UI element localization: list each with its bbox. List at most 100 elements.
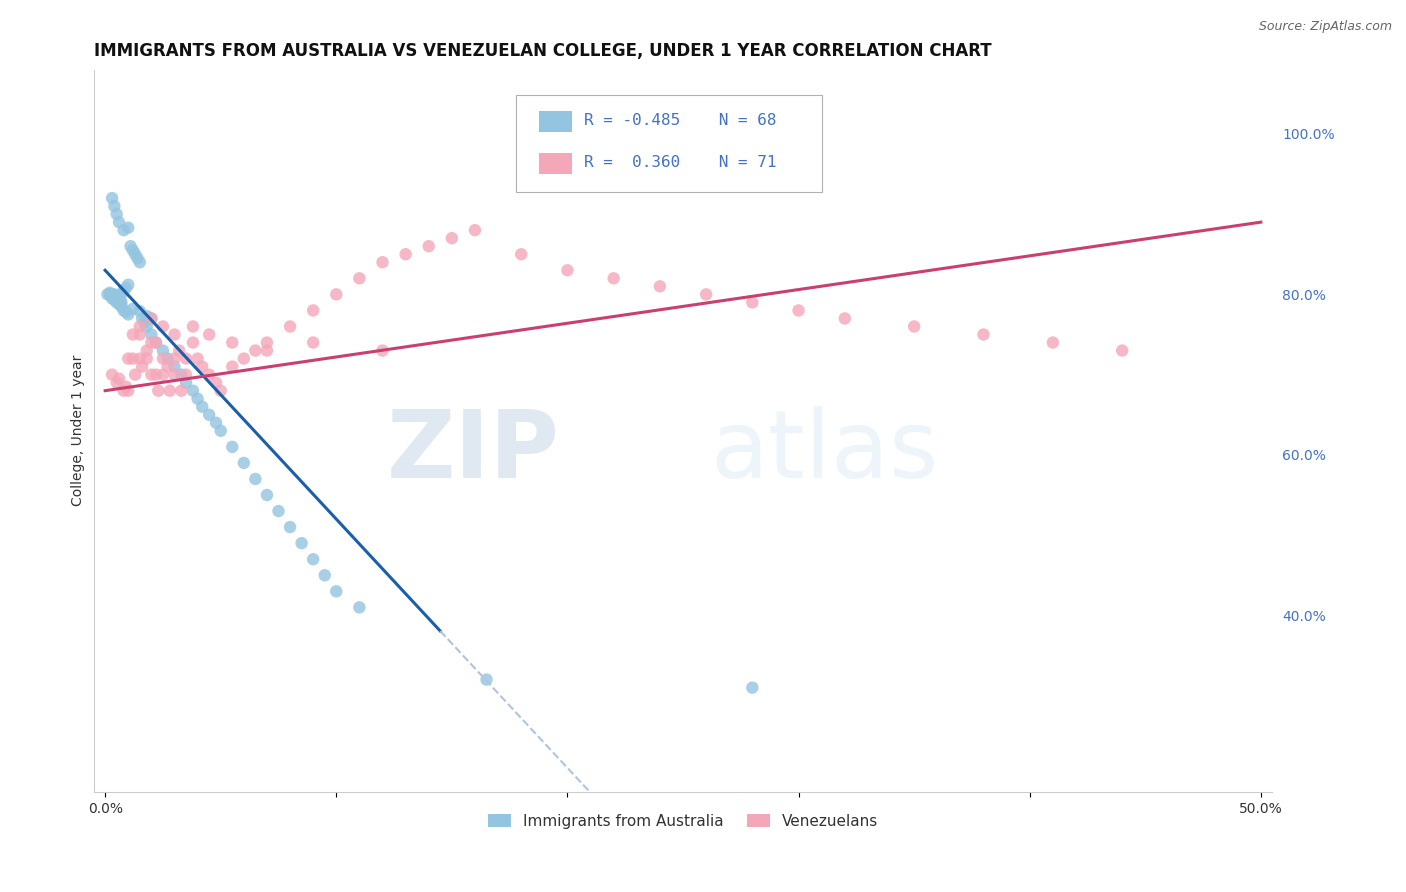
Point bbox=[163, 351, 186, 366]
Point bbox=[903, 319, 925, 334]
Point bbox=[98, 285, 121, 300]
Point bbox=[167, 343, 190, 358]
Point bbox=[145, 368, 167, 382]
Point bbox=[103, 199, 125, 213]
Point bbox=[135, 351, 157, 366]
Point bbox=[124, 368, 146, 382]
Point bbox=[117, 220, 139, 235]
Point bbox=[131, 311, 153, 326]
Point bbox=[302, 552, 325, 566]
Point bbox=[191, 400, 214, 414]
Point bbox=[221, 440, 243, 454]
Point bbox=[105, 376, 128, 390]
Point bbox=[141, 327, 163, 342]
Point bbox=[103, 293, 125, 307]
Point bbox=[117, 351, 139, 366]
Point bbox=[117, 308, 139, 322]
Point bbox=[557, 263, 579, 277]
Point bbox=[145, 335, 167, 350]
Point bbox=[834, 311, 856, 326]
Point bbox=[141, 311, 163, 326]
Point bbox=[418, 239, 440, 253]
Point bbox=[170, 384, 193, 398]
Point bbox=[112, 384, 135, 398]
Point bbox=[198, 327, 221, 342]
Point bbox=[108, 215, 131, 229]
Point bbox=[267, 504, 290, 518]
Point bbox=[108, 293, 131, 308]
Point bbox=[291, 536, 314, 550]
Point bbox=[198, 368, 221, 382]
Point bbox=[256, 488, 278, 502]
Point bbox=[156, 359, 179, 374]
Point bbox=[181, 384, 204, 398]
Point bbox=[101, 368, 124, 382]
Point bbox=[141, 368, 163, 382]
Point bbox=[152, 343, 174, 358]
Point bbox=[152, 351, 174, 366]
Point bbox=[741, 681, 763, 695]
Point bbox=[221, 335, 243, 350]
Point bbox=[256, 343, 278, 358]
Point bbox=[96, 287, 118, 301]
Point bbox=[101, 292, 124, 306]
Point bbox=[108, 297, 131, 311]
Point bbox=[278, 319, 301, 334]
Point bbox=[131, 359, 153, 374]
Point bbox=[174, 368, 197, 382]
Point bbox=[135, 319, 157, 334]
Point bbox=[122, 244, 145, 258]
Point bbox=[510, 247, 533, 261]
Text: IMMIGRANTS FROM AUSTRALIA VS VENEZUELAN COLLEGE, UNDER 1 YEAR CORRELATION CHART: IMMIGRANTS FROM AUSTRALIA VS VENEZUELAN … bbox=[94, 42, 991, 60]
Text: atlas: atlas bbox=[710, 407, 939, 499]
Point bbox=[187, 392, 209, 406]
Point bbox=[349, 271, 371, 285]
Point bbox=[371, 255, 394, 269]
Point bbox=[278, 520, 301, 534]
Point bbox=[128, 304, 150, 318]
Point bbox=[103, 287, 125, 301]
Point bbox=[98, 287, 121, 301]
Point bbox=[110, 297, 132, 311]
Point bbox=[170, 368, 193, 382]
Point bbox=[145, 335, 167, 350]
Point bbox=[245, 343, 267, 358]
Point bbox=[349, 600, 371, 615]
Bar bbox=[538, 111, 572, 133]
FancyBboxPatch shape bbox=[516, 95, 823, 193]
Y-axis label: College, Under 1 year: College, Under 1 year bbox=[72, 355, 86, 507]
Point bbox=[115, 305, 138, 319]
Text: R =  0.360    N = 71: R = 0.360 N = 71 bbox=[583, 154, 776, 169]
Point bbox=[141, 335, 163, 350]
Point bbox=[741, 295, 763, 310]
Point bbox=[122, 327, 145, 342]
Text: R = -0.485    N = 68: R = -0.485 N = 68 bbox=[583, 112, 776, 128]
Point bbox=[110, 294, 132, 309]
Point bbox=[163, 368, 186, 382]
Point bbox=[232, 351, 254, 366]
Point bbox=[209, 384, 232, 398]
Point bbox=[314, 568, 336, 582]
Point bbox=[181, 319, 204, 334]
Point bbox=[110, 287, 132, 301]
Point bbox=[115, 379, 138, 393]
Point bbox=[198, 408, 221, 422]
Point bbox=[128, 319, 150, 334]
Point bbox=[464, 223, 486, 237]
Point bbox=[135, 309, 157, 323]
Point bbox=[105, 295, 128, 310]
Point bbox=[135, 343, 157, 358]
Point bbox=[221, 359, 243, 374]
Point bbox=[371, 343, 394, 358]
Point bbox=[205, 376, 228, 390]
Point bbox=[117, 277, 139, 292]
Point bbox=[163, 359, 186, 374]
Point bbox=[103, 290, 125, 304]
Point bbox=[120, 239, 142, 253]
Point bbox=[1111, 343, 1133, 358]
Point bbox=[174, 376, 197, 390]
Point bbox=[122, 301, 145, 316]
Point bbox=[112, 284, 135, 298]
Point bbox=[105, 293, 128, 307]
Point bbox=[695, 287, 717, 301]
